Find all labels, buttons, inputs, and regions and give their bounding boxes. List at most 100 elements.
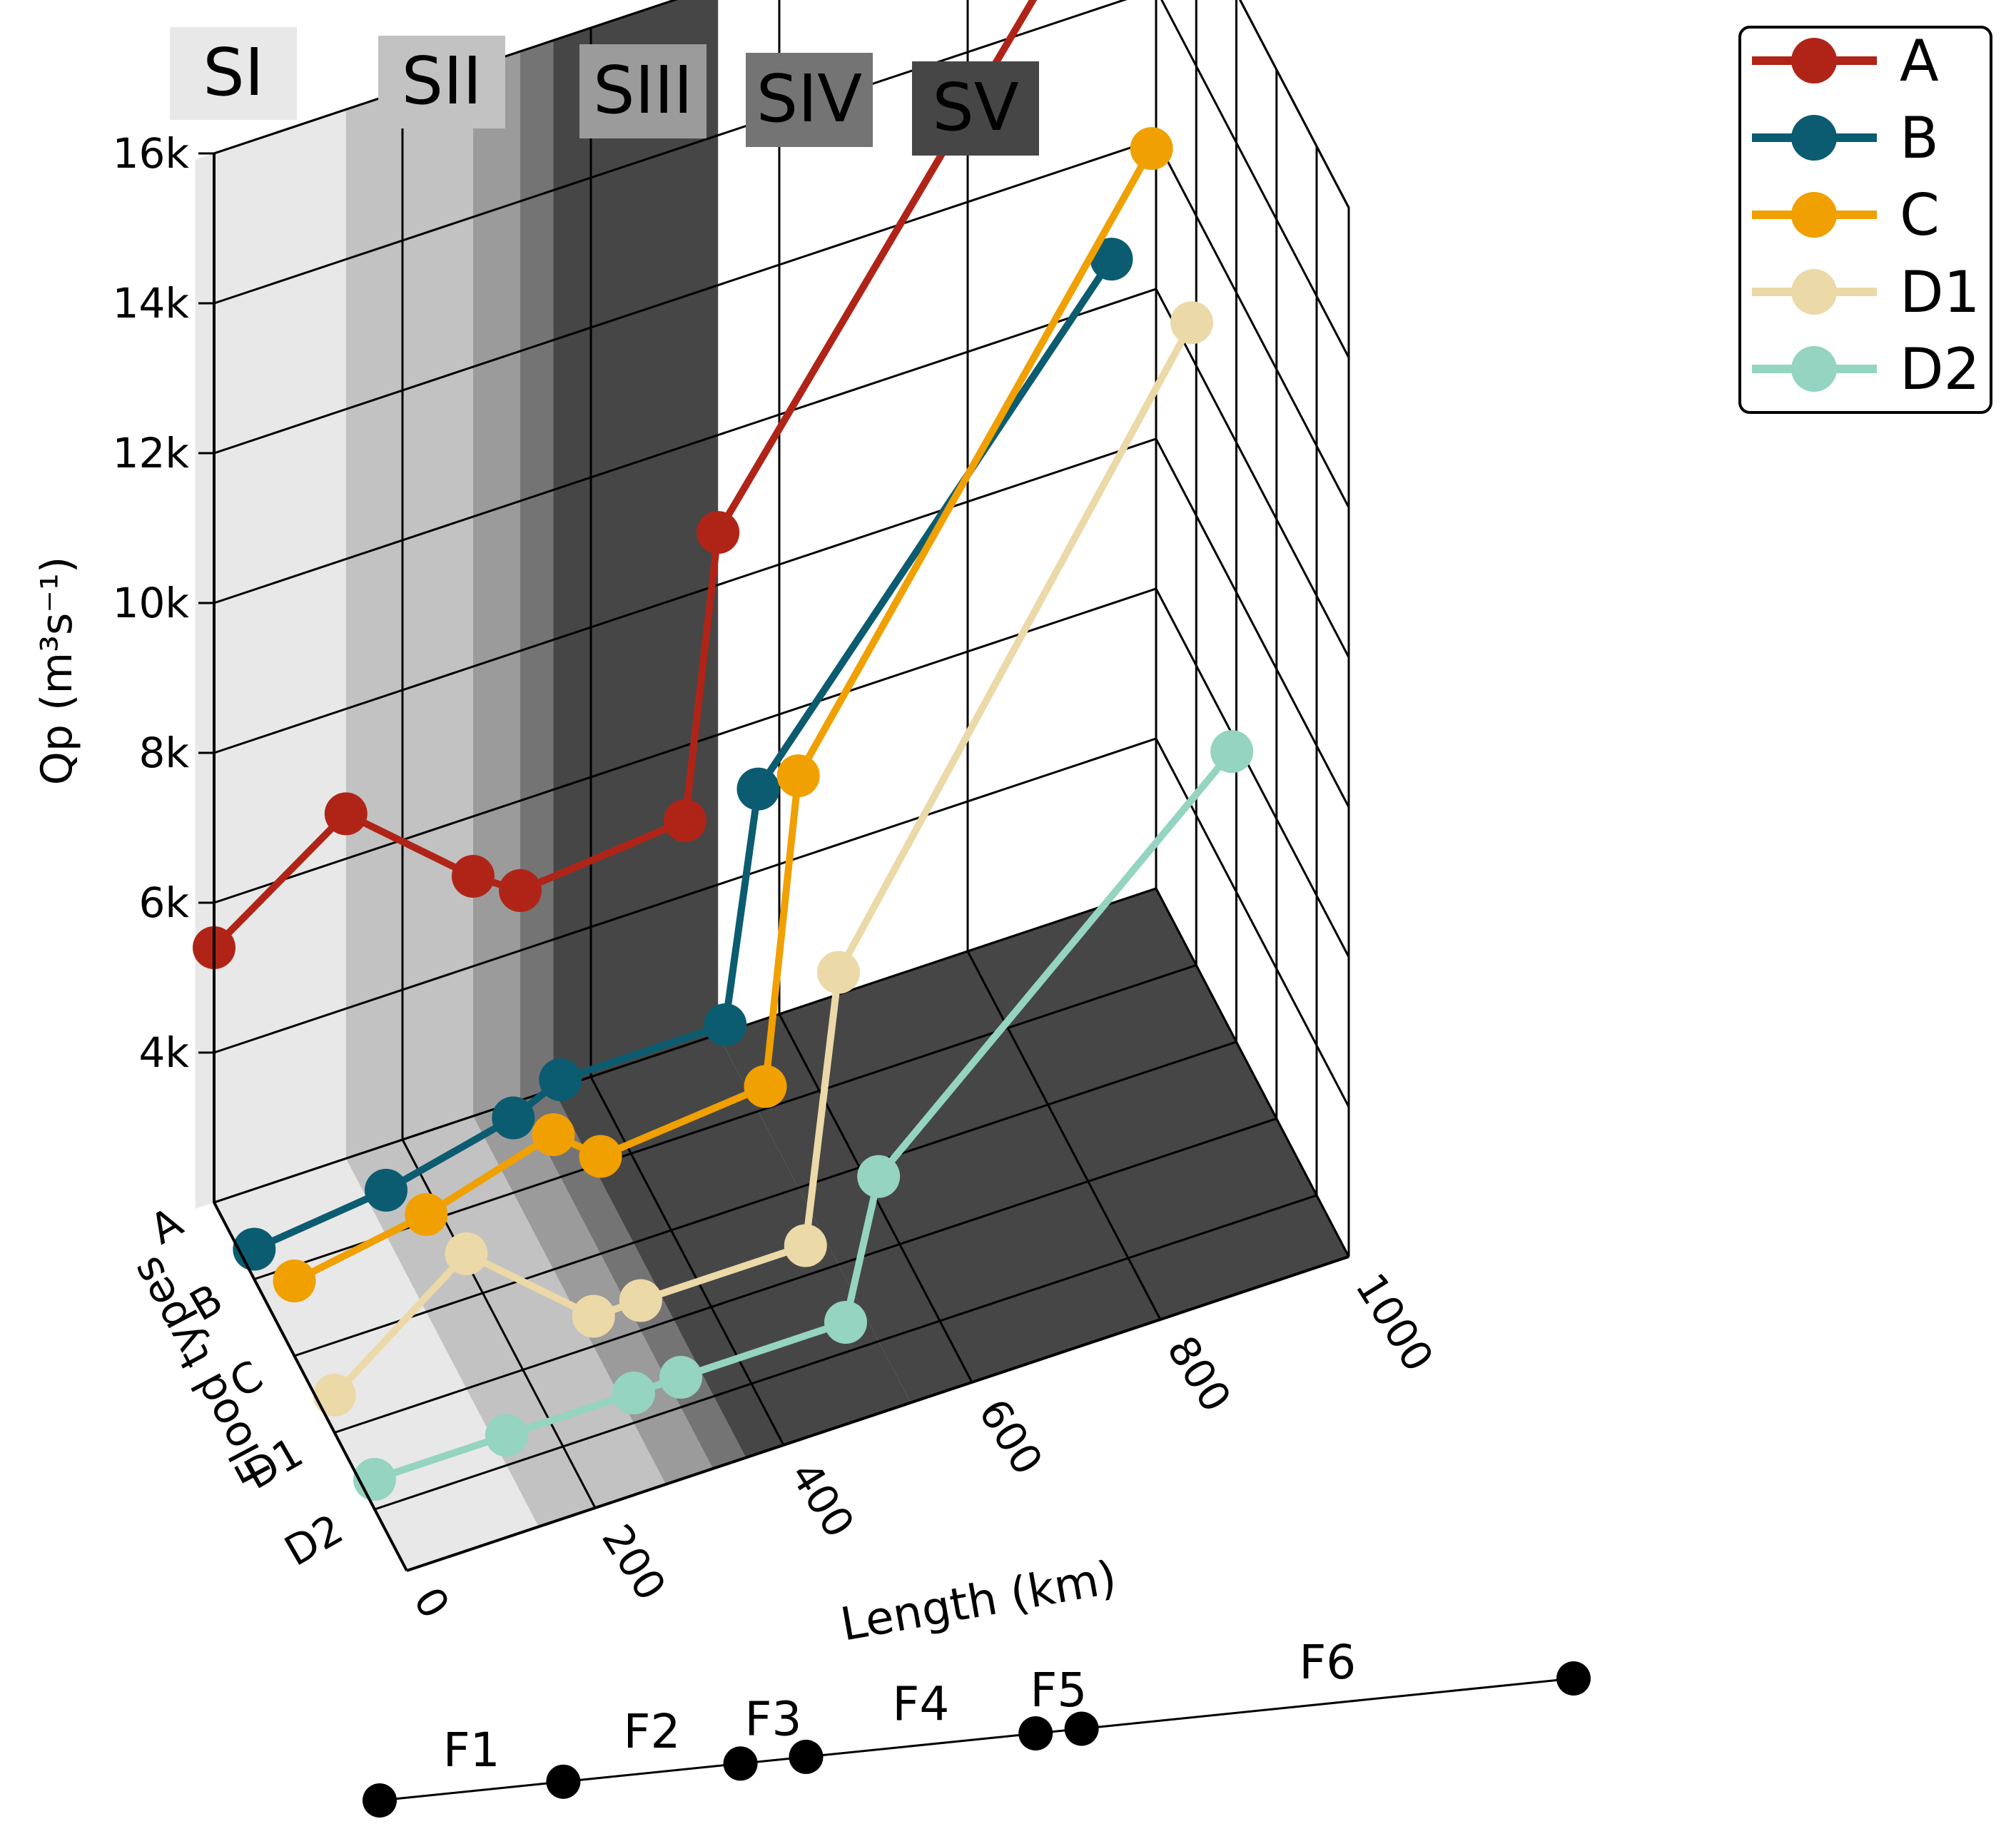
data-point-d2-4 <box>824 1301 867 1344</box>
data-point-a-2 <box>452 855 495 898</box>
gridline-y-16k <box>213 0 1350 208</box>
x-tick-label: 400 <box>781 1453 863 1546</box>
gridline-y-14k <box>213 0 1350 358</box>
data-point-b-3 <box>539 1058 582 1101</box>
wall-left-strip <box>195 153 214 1209</box>
floor-dark-extension <box>718 888 1349 1403</box>
data-point-c-6 <box>1130 127 1173 171</box>
stage-box-sii <box>378 36 505 128</box>
stage-wall-siii <box>473 51 520 1116</box>
legend-swatch-marker <box>1791 115 1837 161</box>
segment-label-f5: F5 <box>1030 1663 1087 1718</box>
z-tick-label: D2 <box>276 1504 351 1576</box>
data-point-b-2 <box>492 1096 535 1140</box>
x-tick-label: 0 <box>404 1579 459 1626</box>
stage-box-siii <box>579 44 706 138</box>
legend-label: D2 <box>1900 336 1980 402</box>
data-point-c-4 <box>744 1065 787 1108</box>
gridline-z-d2 <box>374 146 1318 1511</box>
gridline-z-c <box>294 0 1237 1357</box>
stage-wall-siv <box>520 40 554 1101</box>
x-tick-label: 200 <box>592 1516 675 1608</box>
y-tick-label: 8k <box>139 729 190 777</box>
data-point-c-0 <box>273 1260 316 1302</box>
segment-node-2 <box>723 1746 758 1781</box>
data-point-a-5 <box>697 511 740 554</box>
gridline-z-d1 <box>334 69 1278 1434</box>
data-point-d2-6 <box>1210 730 1254 774</box>
z-tick-group: D2 <box>276 1504 351 1576</box>
legend: ABC D1 D2 <box>1738 26 1992 414</box>
stage-box-siv <box>746 53 873 147</box>
y-tick-label: 12k <box>113 429 190 477</box>
stage-labels: SI SII SIII SIV SV <box>170 27 1039 156</box>
x-tick-label: 1000 <box>1346 1265 1443 1379</box>
stage-wall-si <box>214 109 346 1202</box>
data-point-c-3 <box>579 1135 622 1178</box>
legend-label: D1 <box>1900 259 1980 325</box>
gridline-z-a <box>213 0 1158 1204</box>
segment-node-1 <box>546 1764 581 1799</box>
gridline-z-b <box>253 0 1197 1280</box>
stage-label-si: SI <box>203 34 264 111</box>
y-tick-label: 16k <box>113 129 190 178</box>
data-point-d1-4 <box>784 1224 827 1267</box>
segment-node-6 <box>1556 1661 1591 1696</box>
segment-node-0 <box>363 1783 397 1818</box>
stage-label-siv: SIV <box>756 61 863 137</box>
data-point-d2-3 <box>659 1356 702 1399</box>
x-tick-group: 400 <box>781 1453 863 1546</box>
legend-label: B <box>1900 105 1939 171</box>
x-tick-group: 600 <box>969 1390 1052 1483</box>
data-point-c-1 <box>405 1192 448 1236</box>
stage-box-si <box>170 27 297 120</box>
data-point-d2-5 <box>857 1155 901 1198</box>
chart-series <box>193 0 1254 1501</box>
data-point-d2-2 <box>612 1372 655 1414</box>
legend-swatch-marker <box>1791 192 1837 238</box>
x-tick-label: 800 <box>1158 1327 1240 1420</box>
x-axis-title: Length (km) <box>837 1551 1120 1652</box>
y-tick-label: 10k <box>113 579 190 627</box>
x-tick-group: 800 <box>1158 1327 1240 1420</box>
data-point-b-5 <box>736 767 780 811</box>
legend-label: C <box>1900 182 1940 248</box>
segment-label-f3: F3 <box>745 1692 802 1747</box>
segment-label-f2: F2 <box>624 1704 681 1759</box>
x-axis-title-group: Length (km) <box>837 1551 1120 1652</box>
x-tick-group: 0 <box>404 1579 459 1626</box>
x-tick-group: 200 <box>592 1516 675 1608</box>
legend-swatch-marker <box>1791 269 1837 315</box>
data-point-b-6 <box>1090 238 1133 281</box>
segment-node-4 <box>1018 1716 1053 1751</box>
z-tick-group: A <box>142 1197 191 1254</box>
x-axis-line <box>406 1255 1349 1572</box>
data-point-b-4 <box>704 1003 747 1046</box>
y-tick-label: 4k <box>139 1028 190 1077</box>
x-tick-label: 600 <box>969 1390 1052 1483</box>
stage-box-sv <box>912 61 1039 156</box>
stage-label-sii: SII <box>402 43 482 119</box>
data-point-d1-2 <box>572 1295 615 1338</box>
data-point-d1-1 <box>445 1232 488 1275</box>
z-axis-line <box>213 1202 408 1571</box>
segment-node-5 <box>1064 1711 1099 1746</box>
data-point-b-1 <box>365 1168 407 1212</box>
data-point-d1-5 <box>817 951 860 994</box>
y-tick-label: 14k <box>113 279 190 328</box>
y-tick-label: 6k <box>139 878 190 927</box>
segment-label-f1: F1 <box>443 1723 500 1778</box>
legend-swatch-marker <box>1791 38 1837 83</box>
x-tick-group: 1000 <box>1346 1265 1443 1379</box>
data-point-a-3 <box>499 869 542 912</box>
data-point-d1-0 <box>313 1374 356 1417</box>
segment-label-f4: F4 <box>892 1677 949 1732</box>
legend-swatch-marker <box>1791 346 1837 392</box>
data-point-c-5 <box>776 754 820 798</box>
z-tick-label: A <box>142 1197 191 1254</box>
segment-node-3 <box>789 1739 824 1774</box>
data-point-d1-6 <box>1170 301 1213 345</box>
stage-label-sv: SV <box>932 69 1018 146</box>
y-axis-title: Qp (m³s⁻¹) <box>32 557 82 786</box>
